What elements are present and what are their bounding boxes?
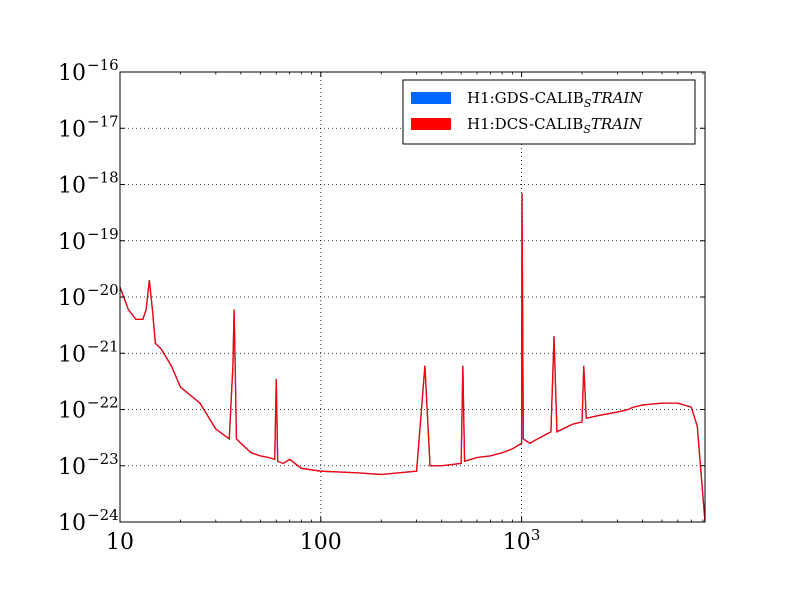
axes: 10 100 103 10−16 10−17 10−18 10−19 10−20 10−21 10…: [58, 56, 706, 555]
y-tick-label: 10−24: [58, 506, 119, 536]
y-tick-label: 10−19: [58, 225, 119, 255]
x-tick-label: 103: [503, 526, 541, 555]
x-tick-label: 10: [106, 530, 134, 555]
legend-label-1: H1:GDS-CALIBSTRAIN: [467, 89, 643, 110]
x-tick-label: 100: [300, 530, 342, 555]
y-tick-label: 10−23: [58, 450, 119, 480]
y-tick-label: 10−17: [58, 112, 119, 142]
legend-box: [402, 79, 696, 145]
y-tick-label: 10−22: [58, 394, 119, 424]
y-tick-label: 10−20: [58, 281, 119, 311]
y-tick-label: 10−16: [58, 56, 119, 86]
series-lines: [120, 193, 705, 522]
legend-label-2: H1:DCS-CALIBSTRAIN: [467, 115, 643, 136]
y-tick-label: 10−18: [58, 169, 119, 199]
series-line-1: [120, 193, 705, 522]
legend-swatch-2: [411, 118, 451, 130]
series-line-2: [120, 193, 705, 522]
legend-swatch-1: [411, 92, 451, 104]
legend: H1:GDS-CALIBSTRAIN H1:DCS-CALIBSTRAIN: [402, 79, 696, 145]
y-tick-label: 10−21: [58, 337, 119, 367]
